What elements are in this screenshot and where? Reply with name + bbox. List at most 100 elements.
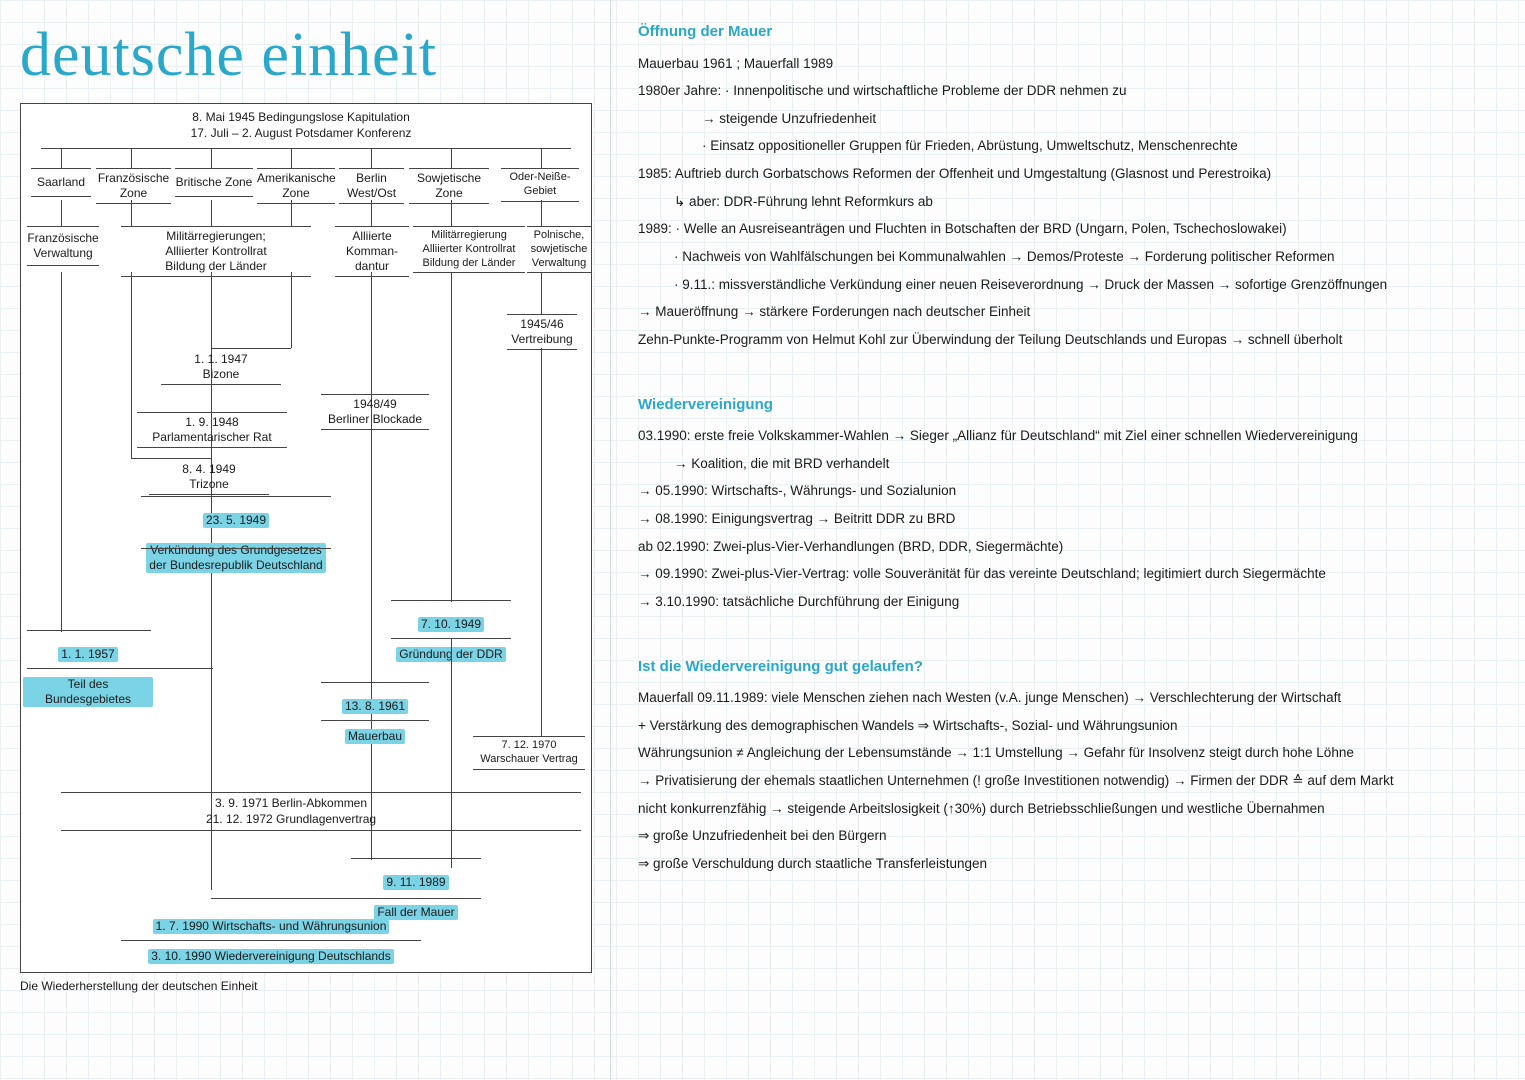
note-line: · 9.11.: missverständliche Verkündung ei… [638, 272, 1501, 298]
rule [131, 148, 132, 168]
diagram-header-2: 17. Juli – 2. August Potsdamer Konferenz [131, 126, 471, 141]
note-line: 1989: · Welle an Ausreiseanträgen und Fl… [638, 216, 1501, 242]
abk1: 3. 9. 1971 Berlin-Abkommen [141, 796, 441, 811]
diagram-header-1: 8. Mai 1945 Bedingungslose Kapitulation [131, 110, 471, 125]
note-line: → steigende Unzufriedenheit [638, 106, 1501, 132]
note-line: → Privatisierung der ehemals staatlichen… [638, 768, 1501, 794]
timeline-diagram: 8. Mai 1945 Bedingungslose Kapitulation … [20, 103, 592, 973]
saar57-text: Teil des Bundesgebietes [23, 677, 153, 707]
note-line: nicht konkurrenzfähig → steigende Arbeit… [638, 796, 1501, 822]
rule [131, 200, 132, 226]
note-line: · Einsatz oppositioneller Gruppen für Fr… [638, 133, 1501, 159]
rule [211, 348, 291, 349]
rule [541, 348, 542, 736]
abk2: 21. 12. 1972 Grundlagenvertrag [141, 812, 441, 827]
note-line: 1980er Jahre: · Innenpolitische und wirt… [638, 78, 1501, 104]
rule [541, 200, 542, 226]
note-line: → 3.10.1990: tatsächliche Durchführung d… [638, 589, 1501, 615]
wwu: 1. 7. 1990 Wirtschafts- und Währungsunio… [121, 904, 421, 964]
rule [321, 720, 429, 721]
row2-berlin: Alliierte Komman- dantur [335, 226, 409, 277]
rule [27, 668, 213, 669]
note-line: → Maueröffnung → stärkere Forderungen na… [638, 299, 1501, 325]
rule [351, 858, 481, 859]
note-line: Währungsunion ≠ Angleichung der Lebensum… [638, 740, 1501, 766]
rule [141, 496, 331, 497]
einheit-text: 3. 10. 1990 Wiedervereinigung Deutschlan… [148, 949, 393, 964]
ddr-date: 7. 10. 1949 [418, 617, 484, 632]
right-page: Öffnung der Mauer Mauerbau 1961 ; Mauerf… [610, 0, 1525, 1080]
note-line: Zehn-Punkte-Programm von Helmut Kohl zur… [638, 327, 1501, 353]
rule [371, 200, 372, 226]
rule [131, 272, 132, 458]
zone-br: Britische Zone [175, 168, 253, 197]
note-line: ⇒ große Unzufriedenheit bei den Bürgern [638, 823, 1501, 849]
rule [541, 272, 542, 314]
note-line: Mauerfall 09.11.1989: viele Menschen zie… [638, 685, 1501, 711]
note-line: ab 02.1990: Zwei-plus-Vier-Verhandlungen… [638, 534, 1501, 560]
rule [27, 630, 151, 631]
rule [451, 830, 452, 860]
vertreibung: 1945/46 Vertreibung [507, 314, 577, 350]
rule [141, 548, 331, 549]
trizone: 8. 4. 1949 Trizone [149, 460, 269, 495]
zone-saarland: Saarland [31, 168, 91, 197]
zone-fr: Französische Zone [96, 168, 171, 204]
rule [131, 458, 211, 459]
diagram-caption: Die Wiederherstellung der deutschen Einh… [20, 979, 592, 993]
warschau: 7. 12. 1970 Warschauer Vertrag [473, 736, 585, 770]
rule [451, 148, 452, 168]
note-line: · Nachweis von Wahlfälschungen bei Kommu… [638, 244, 1501, 270]
page-title: deutsche einheit [20, 20, 592, 91]
rule [61, 148, 62, 168]
note-line: → 09.1990: Zwei-plus-Vier-Vertrag: volle… [638, 561, 1501, 587]
note-line: ↳ aber: DDR-Führung lehnt Reformkurs ab [638, 189, 1501, 215]
note-line: + Verstärkung des demographischen Wandel… [638, 713, 1501, 739]
note-line: → 05.1990: Wirtschafts-, Währungs- und S… [638, 478, 1501, 504]
mauer-block: 13. 8. 1961 Mauerbau [321, 684, 429, 744]
bizone: 1. 1. 1947 Bizone [161, 350, 281, 385]
rule [211, 830, 212, 890]
saar57-date: 1. 1. 1957 [58, 647, 117, 662]
row2-milwest: Militärregierungen; Alliierter Kontrollr… [121, 226, 311, 277]
fall-date: 9. 11. 1989 [383, 875, 448, 890]
zone-am: Amerikanische Zone [257, 168, 335, 204]
rule [291, 272, 292, 348]
rule [291, 148, 292, 168]
section-title-3: Ist die Wiedervereinigung gut gelaufen? [638, 653, 1501, 682]
section-title-2: Wiedervereinigung [638, 391, 1501, 420]
rule [391, 600, 511, 601]
saar57-block: 1. 1. 1957 Teil des Bundesgebietes [23, 632, 153, 707]
rule [121, 940, 421, 941]
rule [291, 200, 292, 226]
gg-date: 23. 5. 1949 [203, 513, 269, 528]
zone-sow: Sowjetische Zone [409, 168, 489, 204]
rule [541, 148, 542, 168]
page-binding [610, 0, 611, 1080]
rule [321, 682, 429, 683]
section-title-1: Öffnung der Mauer [638, 18, 1501, 47]
note-line: Mauerbau 1961 ; Mauerfall 1989 [638, 51, 1501, 77]
row2-polen: Polnische, sowjetische Verwaltung [527, 226, 591, 273]
mauer-text: Mauerbau [345, 729, 405, 744]
rule [61, 200, 62, 226]
rule [371, 148, 372, 168]
note-line: → Koalition, die mit BRD verhandelt [638, 451, 1501, 477]
zone-berlin: Berlin West/Ost [339, 168, 404, 204]
rule [61, 272, 62, 632]
rule [451, 272, 452, 602]
note-line: 03.1990: erste freie Volkskammer-Wahlen … [638, 423, 1501, 449]
zone-oder: Oder-Neiße- Gebiet [501, 168, 579, 202]
parlrat: 1. 9. 1948 Parlamentarischer Rat [137, 412, 287, 448]
rule [61, 792, 581, 793]
row2-milost: Militärregierung Alliierter Kontrollrat … [413, 226, 525, 273]
rule [371, 830, 372, 860]
rule [211, 898, 481, 899]
rule [211, 200, 212, 226]
blockade: 1948/49 Berliner Blockade [321, 394, 429, 430]
rule [451, 200, 452, 226]
left-page: deutsche einheit 8. Mai 1945 Bedingungsl… [0, 0, 610, 1080]
rule [371, 272, 372, 832]
mauer-date: 13. 8. 1961 [342, 699, 408, 714]
note-line: 1985: Auftrieb durch Gorbatschows Reform… [638, 161, 1501, 187]
